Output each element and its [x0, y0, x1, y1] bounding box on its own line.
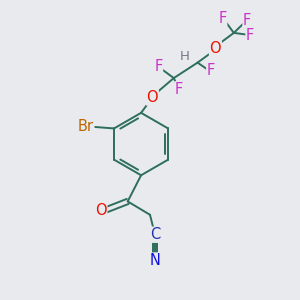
- Text: O: O: [147, 90, 158, 105]
- Text: Br: Br: [78, 119, 94, 134]
- Text: C: C: [150, 227, 161, 242]
- Text: N: N: [150, 253, 161, 268]
- Text: H: H: [180, 50, 190, 63]
- Text: F: F: [207, 63, 215, 78]
- Text: O: O: [210, 41, 221, 56]
- Text: F: F: [154, 59, 162, 74]
- Text: F: F: [246, 28, 254, 44]
- Text: F: F: [218, 11, 226, 26]
- Text: F: F: [175, 82, 183, 97]
- Text: O: O: [95, 203, 107, 218]
- Text: F: F: [243, 13, 251, 28]
